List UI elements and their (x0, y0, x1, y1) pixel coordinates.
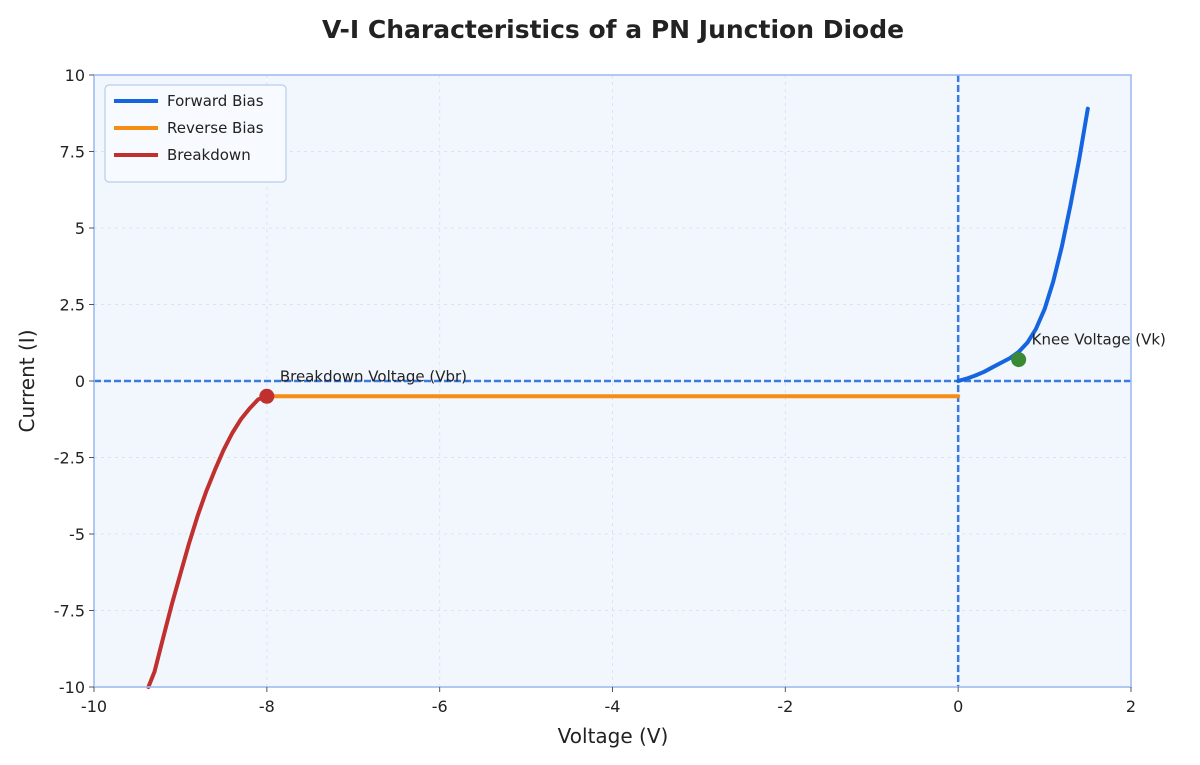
y-tick-label: 2.5 (60, 296, 85, 315)
annotation-label-breakdown-voltage-vbr: Breakdown Voltage (Vbr) (280, 367, 467, 385)
legend-label-breakdown: Breakdown (167, 146, 251, 164)
y-tick-label: 7.5 (60, 143, 85, 162)
series-line-breakdown (146, 394, 269, 689)
x-tick-label: -2 (777, 697, 793, 716)
y-tick-label: 5 (75, 219, 85, 238)
y-tick-label: 0 (75, 372, 85, 391)
x-tick-label: -6 (432, 697, 448, 716)
chart-title: V-I Characteristics of a PN Junction Dio… (322, 15, 904, 44)
series-group (146, 106, 1090, 689)
legend-label-reverse-bias: Reverse Bias (167, 119, 264, 137)
x-tick-label: -10 (81, 697, 107, 716)
y-tick-label: -10 (59, 678, 85, 697)
x-tick-label: 2 (1126, 697, 1136, 716)
legend-label-forward-bias: Forward Bias (167, 92, 264, 110)
x-tick-label: -4 (605, 697, 621, 716)
y-tick-label: 10 (65, 66, 85, 85)
annotation-marker-knee-voltage-vk (1011, 352, 1027, 368)
annotation-label-knee-voltage-vk: Knee Voltage (Vk) (1032, 331, 1166, 349)
legend-box (104, 84, 287, 183)
y-tick-label: -5 (69, 525, 85, 544)
annotations: Knee Voltage (Vk) Breakdown Voltage (Vbr) (259, 331, 1166, 404)
y-tick-label: -7.5 (54, 602, 85, 621)
series-line-forward-bias (956, 106, 1090, 383)
ticks: -10 -8 -6 -4 -2 0 2 -10 -7.5 -5 -2.5 0 2.5 5 7.5 10 (54, 66, 1136, 716)
x-tick-label: 0 (953, 697, 963, 716)
legend: Forward Bias Reverse Bias Breakdown (104, 84, 287, 183)
annotation-marker-breakdown-voltage-vbr (259, 388, 275, 404)
y-tick-label: -2.5 (54, 449, 85, 468)
x-tick-label: -8 (259, 697, 275, 716)
y-axis-label: Current (I) (15, 330, 39, 433)
x-axis-label: Voltage (V) (558, 724, 669, 748)
